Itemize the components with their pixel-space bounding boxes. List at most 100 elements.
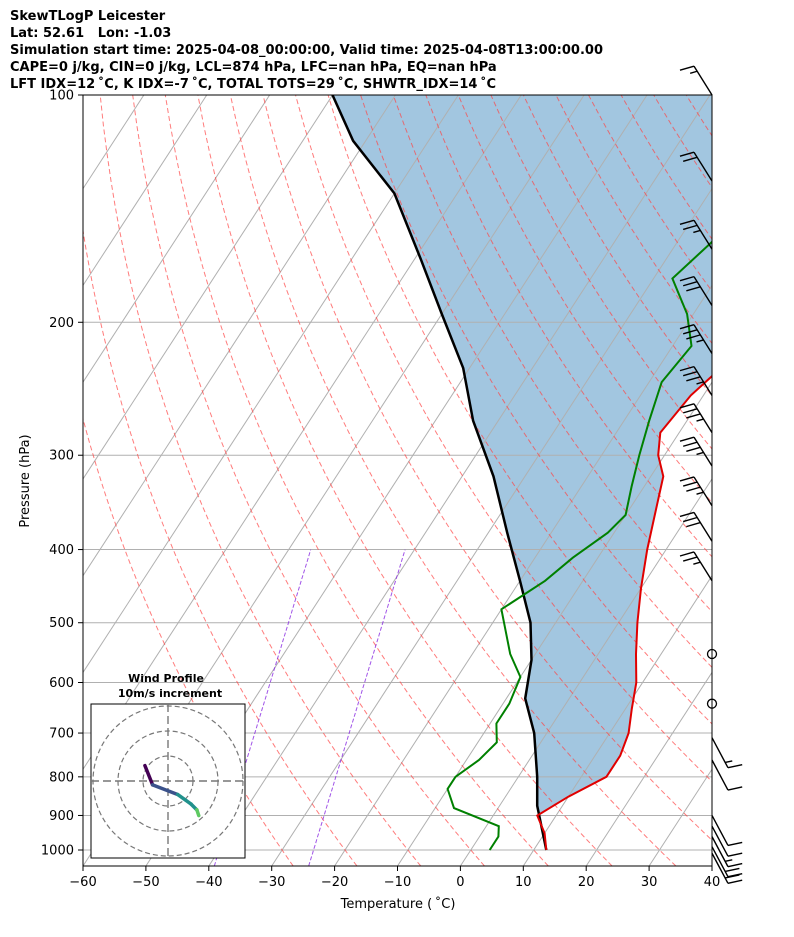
barb-half [689, 70, 698, 74]
dry-adiabat [262, 95, 712, 841]
x-tick-label: −10 [384, 875, 411, 890]
barb-flag [679, 403, 695, 409]
x-tick-label: −50 [132, 875, 159, 890]
barb-flag [679, 151, 695, 157]
time-info: Simulation start time: 2025-04-08_00:00:… [10, 43, 603, 58]
barb-half [696, 491, 704, 495]
wind-barb [711, 852, 743, 884]
barb-flag [679, 476, 695, 482]
barb-flag [679, 65, 695, 71]
dry-adiabat [295, 95, 712, 783]
wind-barb [711, 759, 743, 791]
temperature-line [536, 374, 712, 851]
wind-barb [679, 511, 713, 542]
barb-flag [682, 156, 698, 162]
barb-flag [682, 371, 698, 377]
wind-barb [679, 324, 713, 354]
barb-flag [679, 365, 695, 372]
x-tick-label: 10 [515, 875, 532, 890]
dewpoint-line [446, 240, 712, 851]
wind-barb [679, 275, 713, 306]
barb-flag [682, 281, 698, 287]
hodograph-segment [175, 792, 193, 806]
barb-flag [727, 879, 743, 884]
dry-adiabat [490, 95, 712, 450]
barb-flag [682, 408, 698, 414]
wind-barb [679, 151, 713, 182]
barb-flag [679, 275, 695, 282]
barb-half [693, 229, 701, 234]
y-tick-label: 600 [49, 676, 74, 691]
barb-flag [682, 441, 698, 447]
isotherm-line [208, 95, 711, 866]
barb-half [693, 561, 701, 565]
wind-barb [679, 476, 713, 507]
barb-flag [727, 841, 743, 847]
x-tick-label: −40 [195, 875, 222, 890]
barb-flag [682, 224, 698, 231]
barb-flag [686, 286, 701, 292]
barb-half [724, 859, 733, 863]
hodograph-trace [143, 763, 201, 818]
isotherm-line [585, 671, 712, 866]
dry-adiabat [83, 227, 358, 866]
hodograph-inset: Wind Profile 10m/s increment [90, 672, 246, 859]
isotherm-line [83, 95, 208, 287]
barb-flag [679, 219, 695, 225]
dry-adiabat [83, 416, 294, 866]
dry-adiabat [164, 95, 549, 866]
isotherm-line [83, 95, 396, 577]
barb-flag [686, 334, 701, 340]
cape-shading [332, 95, 712, 850]
y-tick-label: 300 [49, 449, 74, 464]
barb-flag [679, 324, 695, 330]
y-tick-label: 200 [49, 316, 74, 331]
dry-adiabat [132, 95, 485, 866]
wind-barb [679, 65, 713, 96]
barb-staff [711, 815, 729, 846]
wind-barb [711, 836, 743, 868]
wind-barb [679, 403, 713, 433]
isotherm-line [0, 95, 18, 866]
y-tick-label: 1000 [41, 844, 74, 859]
dry-adiabat [457, 95, 712, 504]
y-axis: 1000 900 800 700 600 500 400 300 200 100 [41, 89, 83, 859]
x-tick-label: 0 [456, 875, 464, 890]
dry-adiabat [360, 95, 712, 669]
barb-half [696, 451, 704, 456]
x-tick-label: 30 [641, 875, 658, 890]
isotherm-line [83, 95, 271, 384]
barb-staff [711, 825, 729, 857]
barb-half [696, 381, 704, 385]
barb-half [696, 418, 704, 422]
indices-line-1: CAPE=0 j/kg, CIN=0 j/kg, LCL=874 hPa, LF… [10, 60, 497, 75]
wind-barb [711, 737, 743, 769]
barb-flag [686, 521, 701, 528]
isotherm-grid [0, 95, 712, 866]
dry-adiabat [392, 95, 712, 613]
barb-staff [711, 759, 729, 791]
dry-adiabat [425, 95, 712, 558]
isotherm-line [711, 865, 712, 866]
location: Lat: 52.61 Lon: -1.03 [10, 26, 172, 41]
chart-title: SkewTLogP Leicester [10, 9, 166, 24]
hodograph-rings [91, 704, 245, 858]
isotherm-line [271, 187, 712, 866]
barb-flag [724, 867, 740, 873]
hodograph-subtitle: 10m/s increment [118, 687, 222, 700]
x-tick-label: 20 [578, 875, 595, 890]
wind-barb [679, 365, 713, 396]
barb-flag [682, 329, 698, 335]
wind-barb [711, 815, 743, 847]
barb-flag [686, 446, 701, 453]
barb-flag [682, 516, 698, 523]
isotherm-line [522, 574, 712, 866]
wind-barb [679, 436, 713, 467]
barb-flag [682, 556, 698, 562]
barb-flag [686, 413, 701, 419]
isotherm-line [83, 95, 459, 674]
barb-flag [727, 763, 743, 769]
wind-barb [711, 825, 743, 857]
hodograph-segment [150, 783, 180, 797]
